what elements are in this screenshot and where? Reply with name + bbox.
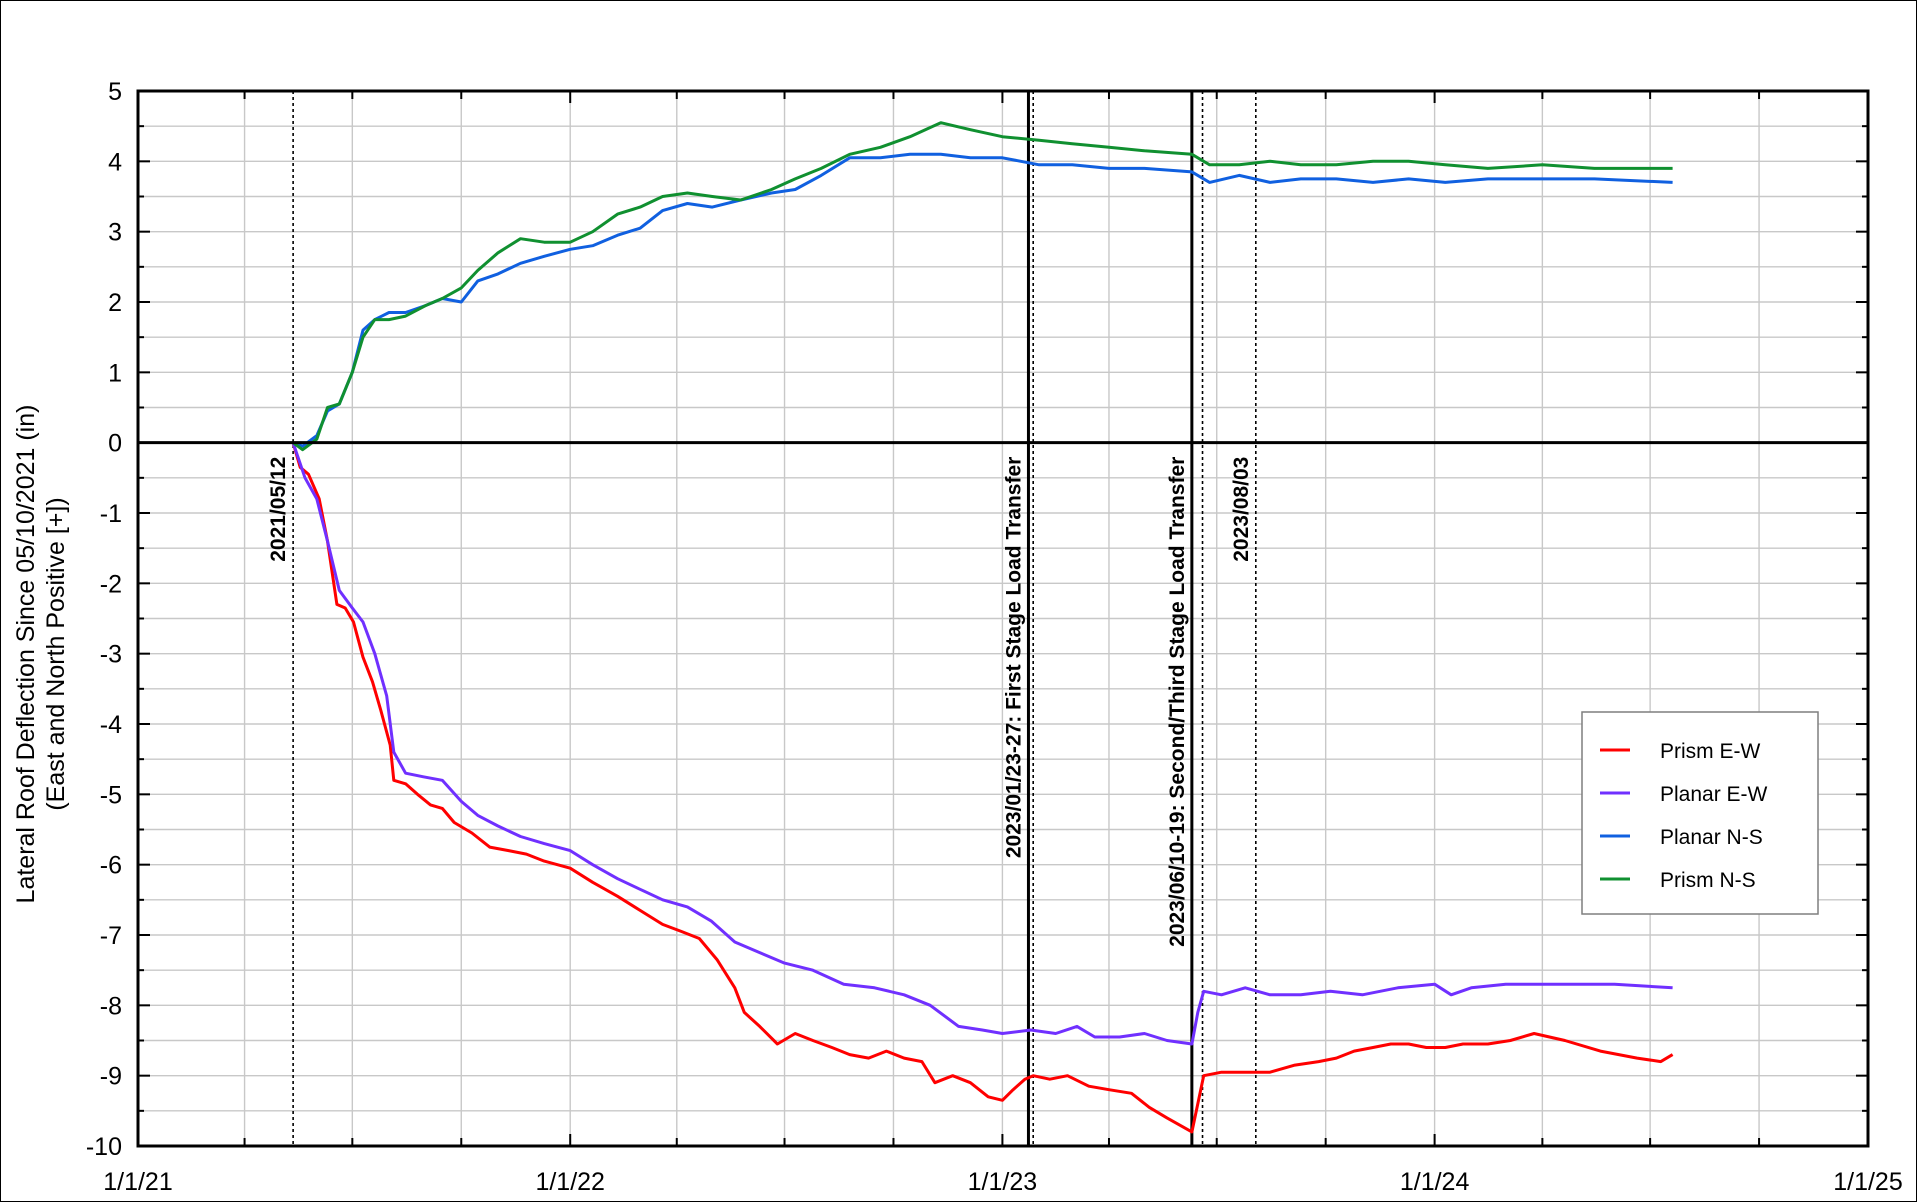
y-tick-label: 0	[108, 430, 122, 458]
event-label: 2021/05/12	[267, 457, 290, 562]
y-axis-subtitle: (East and North Positive [+])	[42, 497, 70, 810]
y-tick-label: 1	[108, 359, 122, 387]
y-tick-label: -8	[100, 992, 122, 1020]
y-tick-label: -5	[100, 781, 122, 809]
y-tick-label: -4	[100, 711, 122, 739]
y-tick-label: 2	[108, 289, 122, 317]
y-tick-label: -10	[86, 1133, 122, 1161]
y-tick-label: -2	[100, 570, 122, 598]
x-tick-label: 1/1/21	[103, 1168, 173, 1196]
event-markers	[292, 91, 1257, 1146]
y-tick-label: -1	[100, 500, 122, 528]
y-tick-label: 5	[108, 78, 122, 106]
y-tick-label: -7	[100, 922, 122, 950]
x-tick-label: 1/1/24	[1400, 1168, 1470, 1196]
grid	[137, 90, 1868, 1147]
series-line	[292, 121, 1673, 452]
x-tick-label: 1/1/22	[535, 1168, 605, 1196]
y-tick-label: 4	[108, 148, 122, 176]
event-label: 2023/01/23-27: First Stage Load Transfer	[1003, 457, 1026, 859]
axes	[136, 89, 1870, 1148]
legend-label: Prism N-S	[1660, 869, 1756, 892]
legend-label: Planar E-W	[1660, 783, 1768, 806]
axis-labels: 5 4 3 2 1 0 -1 -2 -3 -4 -5 -6 -7 -8 -9 -10 1/1/21 1/1/22 1…	[86, 78, 1903, 1196]
x-tick-label: 1/1/23	[968, 1168, 1038, 1196]
series-lines	[291, 121, 1674, 1134]
x-tick-label: 1/1/25	[1833, 1168, 1903, 1196]
legend: Prism E-W Planar E-W Planar N-S Prism N-S	[1581, 711, 1819, 915]
y-tick-label: -9	[100, 1063, 122, 1091]
series-line	[291, 442, 1674, 1134]
event-label: 2023/06/10-19: Second/Third Stage Load T…	[1166, 457, 1189, 947]
y-tick-label: -3	[100, 641, 122, 669]
y-axis-title: Lateral Roof Deflection Since 05/10/2021…	[12, 405, 40, 904]
event-label: 2023/08/03	[1230, 457, 1253, 562]
series-line	[292, 152, 1673, 448]
legend-label: Prism E-W	[1660, 740, 1760, 763]
series-line	[291, 442, 1673, 1046]
legend-label: Planar N-S	[1660, 826, 1763, 849]
y-tick-label: 3	[108, 219, 122, 247]
y-tick-label: -6	[100, 852, 122, 880]
